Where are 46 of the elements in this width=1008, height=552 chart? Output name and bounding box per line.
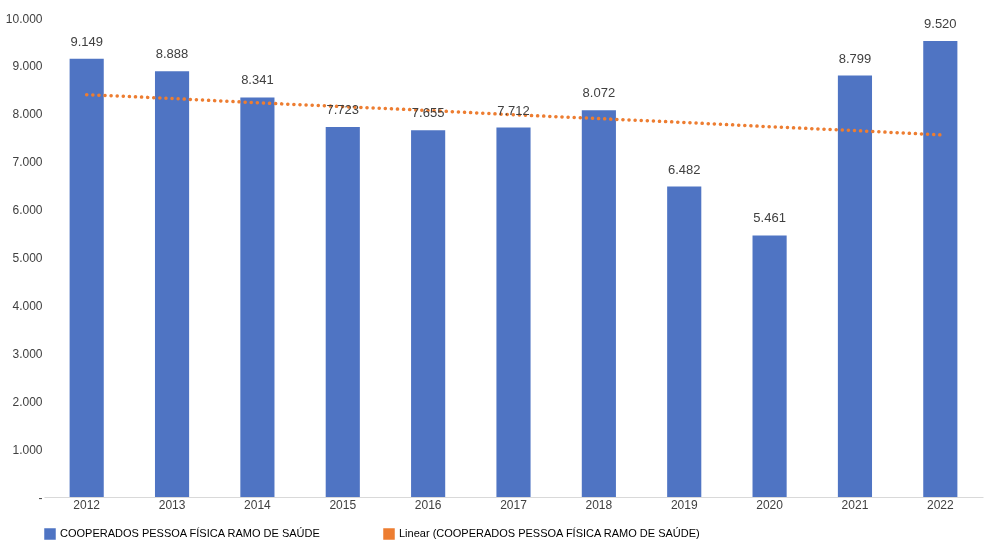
bar (240, 97, 275, 497)
y-tick-label: 6.000 (12, 203, 43, 218)
data-label: 9.149 (70, 33, 103, 49)
x-tick-label: 2017 (500, 497, 528, 512)
data-label: 9.520 (924, 15, 957, 31)
x-tick-label: 2012 (73, 497, 101, 512)
x-tick-label: 2022 (926, 497, 954, 512)
x-tick-label: 2021 (841, 497, 869, 512)
bar (496, 127, 531, 497)
data-label: 7.655 (411, 105, 445, 121)
bar (581, 110, 616, 497)
bar (752, 235, 787, 497)
data-label: 8.072 (582, 85, 616, 101)
x-tick-label: 2015 (329, 497, 357, 512)
data-label: 7.712 (497, 102, 530, 118)
data-label: 7.723 (326, 102, 360, 118)
data-label: 8.341 (241, 72, 274, 88)
bar (325, 127, 360, 497)
data-label: 8.888 (155, 46, 189, 62)
data-label: 5.461 (753, 210, 786, 226)
legend-label: COOPERADOS PESSOA FÍSICA RAMO DE SAÚDE (60, 527, 320, 539)
y-tick-label: 5.000 (12, 251, 43, 265)
bar (923, 40, 958, 497)
y-tick-label: 7.000 (12, 155, 43, 170)
y-tick-label: 3.000 (12, 346, 43, 361)
data-label: 8.799 (838, 50, 872, 66)
x-tick-label: 2020 (756, 497, 784, 512)
bar (411, 130, 446, 497)
legend-label: Linear (COOPERADOS PESSOA FÍSICA RAMO DE SAÚDE) (399, 527, 700, 539)
x-tick-label: 2019 (670, 497, 698, 512)
x-tick-label: 2016 (414, 497, 442, 512)
y-tick-label: - (38, 490, 43, 505)
x-tick-label: 2013 (158, 497, 186, 512)
bar (69, 58, 104, 497)
y-tick-label: 9.000 (12, 59, 43, 74)
y-tick-label: 1.000 (12, 442, 43, 457)
data-label: 6.482 (667, 161, 701, 177)
y-tick-label: 2.000 (12, 394, 43, 409)
bar (837, 75, 873, 497)
x-tick-label: 2014 (244, 497, 272, 512)
x-tick-label: 2018 (585, 497, 613, 512)
y-tick-label: 4.000 (12, 298, 43, 313)
bar (154, 71, 190, 497)
bar (667, 186, 702, 497)
y-tick-label: 8.000 (12, 107, 43, 122)
y-tick-label: 10.000 (5, 11, 43, 26)
